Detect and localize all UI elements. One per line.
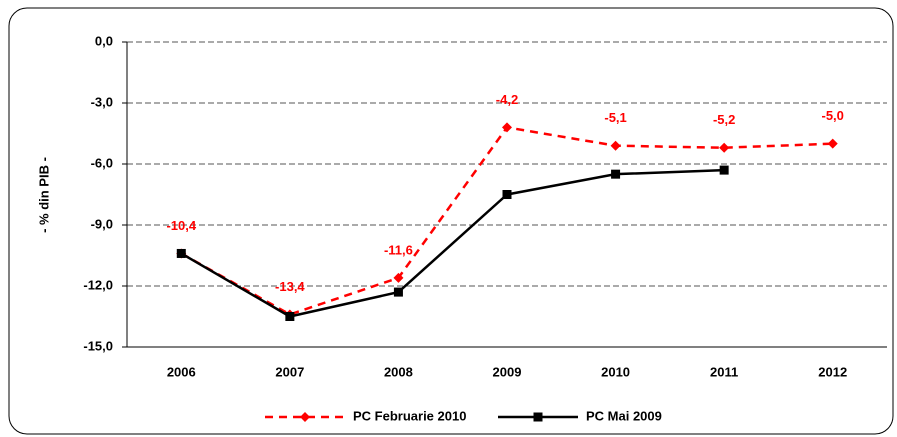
y-tick-label: 0,0 xyxy=(95,33,113,48)
data-point xyxy=(611,169,621,179)
x-tick-label: 2009 xyxy=(493,364,522,379)
data-point xyxy=(719,165,729,175)
legend-label: PC Mai 2009 xyxy=(586,408,662,423)
chart-border xyxy=(8,7,894,435)
data-point xyxy=(393,272,404,283)
data-label: -5,2 xyxy=(713,112,735,127)
data-label: -11,6 xyxy=(384,242,413,257)
data-point xyxy=(719,142,730,153)
data-label: -5,0 xyxy=(822,108,844,123)
x-tick-label: 2007 xyxy=(275,364,304,379)
data-point xyxy=(502,122,512,133)
y-tick-label: -3,0 xyxy=(91,94,113,109)
y-axis-label: - % din PIB - xyxy=(36,157,51,233)
data-point xyxy=(610,140,621,151)
data-point xyxy=(502,190,512,199)
x-tick-label: 2006 xyxy=(167,364,196,379)
legend-marker xyxy=(300,412,310,422)
data-label: -5,1 xyxy=(604,110,626,125)
x-tick-label: 2011 xyxy=(710,364,738,379)
series-line xyxy=(180,168,725,318)
data-point xyxy=(393,287,403,297)
data-point xyxy=(176,248,186,258)
y-tick-label: -12,0 xyxy=(83,277,113,292)
y-tick-label: -15,0 xyxy=(83,338,113,353)
legend-label: PC Februarie 2010 xyxy=(353,408,466,423)
data-point xyxy=(827,138,838,149)
x-tick-label: 2010 xyxy=(601,364,630,379)
legend-marker xyxy=(533,412,543,422)
x-tick-label: 2012 xyxy=(818,364,847,379)
data-label: -13,4 xyxy=(275,279,305,294)
y-tick-label: -9,0 xyxy=(91,216,113,231)
data-label: -4,2 xyxy=(496,92,518,107)
y-tick-label: -6,0 xyxy=(91,155,113,170)
data-point xyxy=(285,312,295,321)
data-label: -10,4 xyxy=(166,218,196,233)
x-tick-label: 2008 xyxy=(384,364,413,379)
